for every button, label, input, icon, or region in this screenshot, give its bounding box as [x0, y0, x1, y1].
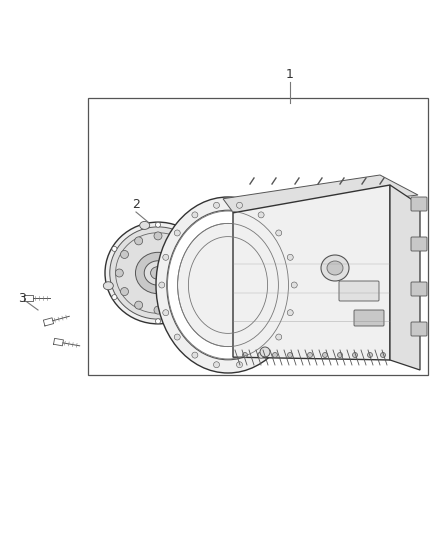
- Circle shape: [276, 334, 282, 340]
- Circle shape: [213, 202, 219, 208]
- Circle shape: [381, 352, 385, 358]
- Polygon shape: [233, 185, 390, 360]
- Circle shape: [199, 295, 204, 300]
- Circle shape: [163, 254, 169, 260]
- Circle shape: [192, 352, 198, 358]
- Circle shape: [155, 222, 160, 227]
- Text: 3: 3: [18, 292, 26, 304]
- Circle shape: [291, 282, 297, 288]
- Ellipse shape: [140, 221, 150, 229]
- Circle shape: [237, 362, 243, 368]
- FancyBboxPatch shape: [411, 197, 427, 211]
- Circle shape: [187, 251, 195, 259]
- Circle shape: [154, 232, 162, 240]
- Circle shape: [258, 352, 264, 358]
- Circle shape: [272, 352, 278, 358]
- Text: 1: 1: [286, 69, 294, 82]
- Circle shape: [173, 301, 181, 309]
- Circle shape: [338, 352, 343, 358]
- Ellipse shape: [151, 266, 166, 279]
- Text: 2: 2: [132, 198, 140, 212]
- Circle shape: [187, 287, 195, 296]
- FancyBboxPatch shape: [411, 237, 427, 251]
- Circle shape: [258, 352, 262, 358]
- Circle shape: [258, 212, 264, 218]
- Circle shape: [193, 269, 201, 277]
- Circle shape: [174, 230, 180, 236]
- FancyBboxPatch shape: [354, 310, 384, 326]
- Circle shape: [115, 269, 124, 277]
- Circle shape: [199, 246, 204, 252]
- Circle shape: [276, 230, 282, 236]
- Circle shape: [287, 254, 293, 260]
- Circle shape: [213, 362, 219, 368]
- FancyBboxPatch shape: [411, 282, 427, 296]
- Circle shape: [237, 202, 243, 208]
- Circle shape: [134, 301, 143, 309]
- Ellipse shape: [135, 252, 180, 294]
- Ellipse shape: [103, 282, 113, 290]
- Ellipse shape: [327, 261, 343, 275]
- Circle shape: [322, 352, 328, 358]
- Circle shape: [243, 352, 247, 358]
- Ellipse shape: [156, 197, 300, 373]
- Ellipse shape: [116, 233, 201, 313]
- Circle shape: [260, 347, 270, 357]
- Ellipse shape: [321, 255, 349, 281]
- Ellipse shape: [203, 256, 213, 264]
- Polygon shape: [223, 175, 418, 216]
- Circle shape: [287, 310, 293, 316]
- Circle shape: [353, 352, 357, 358]
- Circle shape: [287, 352, 293, 358]
- Circle shape: [120, 287, 128, 296]
- Polygon shape: [390, 185, 420, 370]
- Ellipse shape: [177, 223, 279, 346]
- Circle shape: [159, 282, 165, 288]
- Ellipse shape: [166, 317, 177, 325]
- Circle shape: [367, 352, 372, 358]
- Ellipse shape: [105, 222, 211, 324]
- Circle shape: [134, 237, 143, 245]
- Ellipse shape: [144, 261, 172, 285]
- FancyBboxPatch shape: [411, 322, 427, 336]
- Circle shape: [173, 237, 181, 245]
- Ellipse shape: [167, 210, 289, 360]
- Circle shape: [174, 334, 180, 340]
- Bar: [88, 98, 428, 375]
- Ellipse shape: [110, 227, 206, 319]
- Circle shape: [112, 295, 117, 300]
- Circle shape: [192, 212, 198, 218]
- Circle shape: [163, 310, 169, 316]
- Circle shape: [154, 306, 162, 314]
- Circle shape: [155, 319, 160, 324]
- Circle shape: [120, 251, 128, 259]
- FancyBboxPatch shape: [339, 281, 379, 301]
- Circle shape: [307, 352, 312, 358]
- Circle shape: [112, 246, 117, 252]
